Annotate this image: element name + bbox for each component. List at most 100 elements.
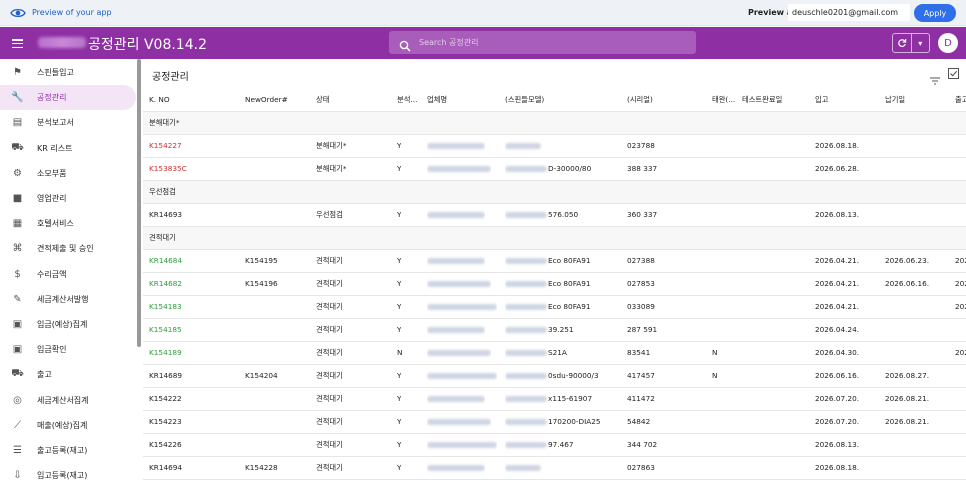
table-row[interactable]: K154189 견적대기 N S21A 83541 N 2026.04.30. 202 xyxy=(143,342,966,365)
col-kno: K154222 xyxy=(149,394,182,403)
sidebar-item[interactable]: ◎ 세금계산서집계 xyxy=(0,388,136,413)
col-status: 견적대기 xyxy=(316,279,343,288)
sidebar-item[interactable]: ▤ 분석보고서 xyxy=(0,110,136,135)
sync-icon[interactable] xyxy=(893,34,911,52)
delivery-truck-icon: ⛟ xyxy=(11,368,24,380)
col-serial: 344 702 xyxy=(627,440,658,449)
col-analysis: Y xyxy=(397,256,402,265)
document-icon: ▤ xyxy=(12,117,23,129)
col-model: 39.251 xyxy=(505,319,574,341)
col-due: 2026.06.23. xyxy=(885,256,930,265)
col-out: 202 xyxy=(955,348,966,357)
col-kno: K153835C xyxy=(149,164,187,173)
sidebar-item[interactable]: ✎ 세금계산서발행 xyxy=(0,287,136,312)
sidebar-item-label: 출고등록(재고) xyxy=(37,446,88,455)
sidebar-item[interactable]: $ 수리금액 xyxy=(0,262,136,287)
group-label: 분해대기* xyxy=(149,118,180,127)
sidebar-item[interactable]: ⌘ 견적제출 및 승인 xyxy=(0,236,136,261)
col-kno: K154183 xyxy=(149,302,182,311)
col-model: 97.467 xyxy=(505,434,574,456)
table-row[interactable]: K154226 견적대기 Y 97.467 344 702 2026.08.13. xyxy=(143,434,966,457)
col-company xyxy=(427,273,491,295)
col-status: 우선점검 xyxy=(316,210,343,219)
search-box[interactable] xyxy=(389,31,696,54)
sidebar-item-label: 분석보고서 xyxy=(37,118,74,128)
col-model: Eco 80FA91 xyxy=(505,273,591,295)
col-kno: KR14694 xyxy=(149,463,183,472)
sidebar-item[interactable]: ▣ 입금(예상)집계 xyxy=(0,312,136,337)
sidebar-item[interactable]: ⚙ 소모부품 xyxy=(0,161,136,186)
col-new-order: K154196 xyxy=(245,279,278,288)
sidebar-item[interactable]: ▣ 입금확인 xyxy=(0,337,136,362)
cash-check-icon: ▣ xyxy=(12,344,23,356)
col-kno: K154223 xyxy=(149,417,182,426)
sidebar-item-label: 세금계산서집계 xyxy=(37,395,89,405)
table-row[interactable]: K153835C 분해대기* Y D-30000/80 388 337 2026.06.2… xyxy=(143,158,966,181)
filter-icon[interactable] xyxy=(930,70,940,85)
col-in: 2026.07.20. xyxy=(815,417,860,426)
col-company xyxy=(427,204,485,226)
sidebar-item[interactable]: ▦ 호텔서비스 xyxy=(0,211,136,236)
eye-icon xyxy=(10,5,26,21)
col-in: 2026.07.20. xyxy=(815,394,860,403)
col-new-order: K154204 xyxy=(245,371,278,380)
table-row[interactable]: K154227 분해대기* Y 023788 2026.08.18. xyxy=(143,135,966,158)
model-visible-text: 39.251 xyxy=(548,325,574,334)
col-status: 견적대기 xyxy=(316,302,343,311)
col-analysis: Y xyxy=(397,325,402,334)
col-serial: 027388 xyxy=(627,256,655,265)
col-in: 2026.06.28. xyxy=(815,164,860,173)
sidebar-item[interactable]: ⛟ 출고 xyxy=(0,362,136,387)
sidebar-item[interactable]: ⚑ 스핀들입고 xyxy=(0,60,136,85)
apply-button[interactable]: Apply xyxy=(914,4,956,22)
sidebar-item[interactable]: ⛟ KR 리스트 xyxy=(0,136,136,161)
select-checkbox-icon[interactable] xyxy=(948,68,959,79)
col-company xyxy=(427,319,485,341)
col-kno: KR14693 xyxy=(149,210,183,219)
sidebar-item[interactable]: ⟋ 매출(예상)집계 xyxy=(0,413,136,438)
table-row[interactable]: KR14694 K154228 견적대기 Y 027863 2026.08.18. xyxy=(143,457,966,480)
table-row[interactable]: K154183 견적대기 Y Eco 80FA91 033089 2026.04.21. 2… xyxy=(143,296,966,319)
search-input[interactable] xyxy=(419,38,679,47)
sidebar-scrollbar[interactable] xyxy=(137,59,141,347)
table-row[interactable]: K154223 견적대기 Y 170200-DIA25 54842 2026.07.20.… xyxy=(143,411,966,434)
table-row[interactable]: KR14684 K154195 견적대기 Y Eco 80FA91 027388 2026.… xyxy=(143,250,966,273)
sidebar-item-label: 영업관리 xyxy=(37,194,67,203)
col-company xyxy=(427,457,485,479)
model-visible-text: 576.050 xyxy=(548,210,579,219)
table-row[interactable]: K154185 견적대기 Y 39.251 287 591 2026.04.24. xyxy=(143,319,966,342)
preview-link[interactable]: Preview of your app xyxy=(32,8,112,17)
col-model: 0sdu-90000/3 xyxy=(505,365,599,387)
col-status: 견적대기 xyxy=(316,371,343,380)
col-kno: KR14682 xyxy=(149,279,183,288)
col-analysis-header: 분석... xyxy=(397,95,418,104)
col-new-order: K154228 xyxy=(245,463,278,472)
avatar[interactable]: D xyxy=(938,33,958,53)
col-kno-header: K. NO xyxy=(149,95,170,104)
col-new-order-header: NewOrder# xyxy=(245,95,288,104)
sidebar-item[interactable]: ■ 영업관리 xyxy=(0,186,136,211)
col-model xyxy=(505,135,542,157)
sidebar-item[interactable]: 🔧 공정관리 xyxy=(0,85,136,111)
col-company xyxy=(427,434,497,456)
sidebar-item[interactable]: ☰ 출고등록(재고) xyxy=(0,438,136,463)
preview-email-field[interactable]: deuschle0201@gmail.com xyxy=(788,4,910,21)
search-icon xyxy=(399,37,411,52)
model-visible-text: Eco 80FA91 xyxy=(548,256,591,265)
group-header: 견적대기 xyxy=(143,227,966,250)
page-title: 공정관리 xyxy=(152,72,189,83)
table-row[interactable]: KR14682 K154196 견적대기 Y Eco 80FA91 027853 2026.… xyxy=(143,273,966,296)
model-visible-text: Eco 80FA91 xyxy=(548,302,591,311)
menu-icon[interactable] xyxy=(12,39,23,49)
col-analysis: N xyxy=(397,348,403,357)
col-model xyxy=(505,457,542,479)
table-row[interactable]: KR14689 K154204 견적대기 Y 0sdu-90000/3 417457 N 20… xyxy=(143,365,966,388)
col-model: S21A xyxy=(505,342,567,364)
brand-logo xyxy=(38,37,86,48)
sidebar-item[interactable]: ⇩ 입고등록(재고) xyxy=(0,463,136,488)
chevron-down-icon[interactable]: ▾ xyxy=(910,34,930,52)
col-due: 2026.06.16. xyxy=(885,279,930,288)
col-kno: K154227 xyxy=(149,141,182,150)
table-row[interactable]: KR14693 우선점검 Y 576.050 360 337 2026.08.13. xyxy=(143,204,966,227)
